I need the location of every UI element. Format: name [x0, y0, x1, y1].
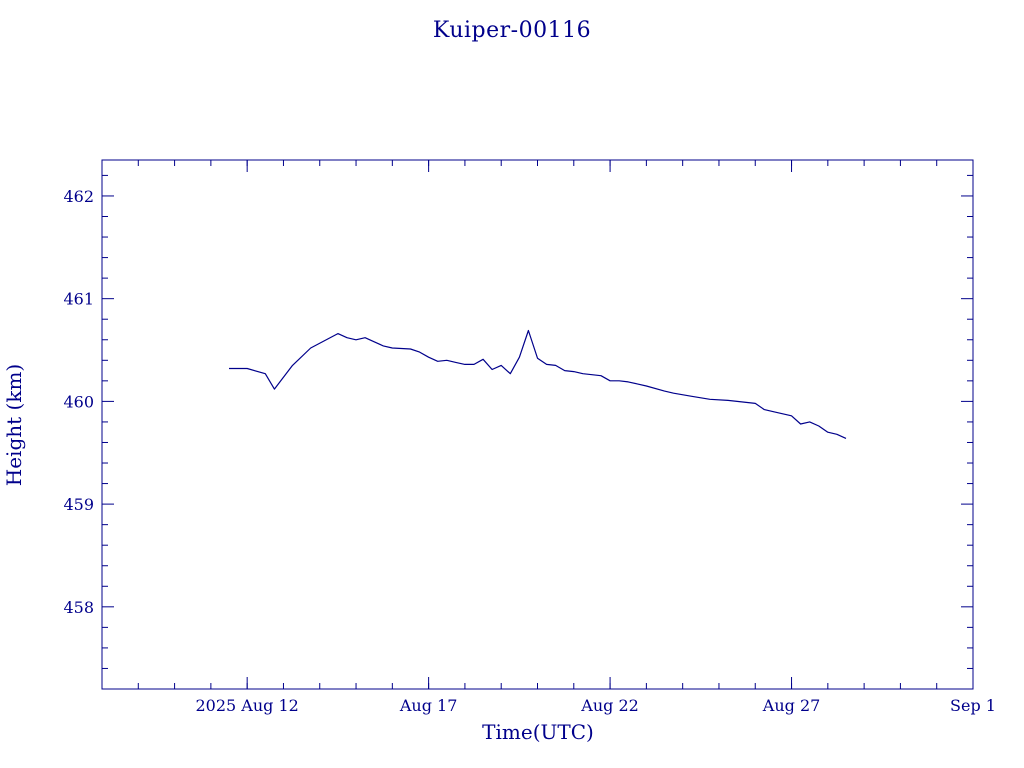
x-tick-label: Aug 17	[399, 696, 458, 715]
y-tick-label: 461	[63, 290, 94, 309]
ticks-layer: 2025 Aug 12 Aug 17 Aug 22 Aug 27 Sep 1 458 459…	[63, 160, 996, 715]
x-axis-label: Time(UTC)	[482, 720, 594, 744]
series-layer	[229, 329, 847, 439]
y-axis-label: Height (km)	[2, 364, 26, 486]
x-tick-label: Aug 27	[762, 696, 821, 715]
x-tick-label: Sep 1	[950, 696, 996, 715]
chart-title: Kuiper-00116	[433, 18, 591, 43]
y-tick-label: 458	[63, 598, 94, 617]
y-tick-label: 459	[63, 495, 94, 514]
y-tick-label: 462	[63, 187, 94, 206]
x-tick-label: 2025 Aug 12	[195, 696, 298, 715]
plot-frame	[101, 159, 974, 690]
height-series-line	[229, 329, 847, 439]
x-tick-label: Aug 22	[580, 696, 639, 715]
y-tick-label: 460	[63, 392, 94, 411]
